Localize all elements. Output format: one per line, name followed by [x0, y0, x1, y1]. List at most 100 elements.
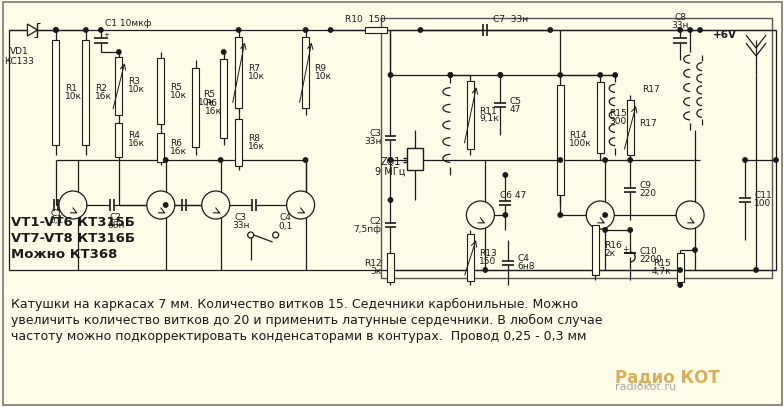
Text: 2к: 2к — [604, 249, 615, 258]
Text: R5: R5 — [203, 90, 215, 99]
Circle shape — [503, 173, 507, 177]
Bar — [115, 123, 122, 157]
Circle shape — [448, 73, 452, 77]
Bar — [365, 27, 387, 33]
Text: R2: R2 — [95, 84, 107, 93]
Text: 0,1: 0,1 — [49, 217, 64, 225]
Text: C11: C11 — [754, 192, 771, 201]
Circle shape — [558, 213, 562, 217]
Circle shape — [628, 228, 633, 232]
Text: 10к: 10к — [314, 72, 332, 81]
Text: 10к: 10к — [170, 90, 187, 99]
Text: VD1: VD1 — [9, 48, 28, 57]
Circle shape — [164, 158, 168, 162]
Circle shape — [466, 201, 495, 229]
Circle shape — [754, 268, 758, 272]
Circle shape — [603, 158, 608, 162]
Circle shape — [248, 232, 254, 238]
Circle shape — [586, 201, 614, 229]
Text: 9,1к: 9,1к — [479, 114, 499, 123]
Text: radiokot.ru: radiokot.ru — [615, 382, 677, 392]
Bar — [235, 37, 242, 108]
Text: R3: R3 — [128, 77, 140, 87]
Text: 7,5пф: 7,5пф — [354, 225, 382, 234]
Circle shape — [448, 73, 452, 77]
Text: 68н: 68н — [107, 221, 125, 230]
Circle shape — [693, 248, 697, 252]
Circle shape — [503, 213, 507, 217]
Text: 33н: 33н — [232, 221, 249, 230]
Circle shape — [99, 28, 103, 32]
Text: C1 10мкф: C1 10мкф — [105, 18, 151, 28]
Text: R4: R4 — [128, 131, 140, 140]
Text: 10к: 10к — [248, 72, 265, 81]
Bar — [467, 81, 474, 149]
Text: 10к: 10к — [198, 98, 215, 107]
Bar — [387, 253, 394, 282]
Text: 47: 47 — [510, 105, 521, 114]
Text: C1: C1 — [50, 208, 63, 217]
Text: 150: 150 — [479, 257, 496, 266]
Text: 33н: 33н — [364, 137, 382, 146]
Text: 6н8: 6н8 — [517, 262, 535, 271]
Text: C9: C9 — [639, 182, 652, 190]
Bar — [235, 119, 242, 166]
Bar — [467, 234, 474, 280]
Text: R6: R6 — [170, 139, 182, 148]
Bar — [626, 100, 633, 155]
Circle shape — [388, 198, 393, 202]
Text: 0,1: 0,1 — [278, 221, 292, 230]
Text: R14: R14 — [569, 131, 587, 140]
Text: 16к: 16к — [248, 142, 265, 151]
Bar — [677, 253, 684, 282]
Circle shape — [678, 268, 682, 272]
Text: С4: С4 — [517, 254, 529, 263]
Circle shape — [678, 28, 682, 32]
Text: 2200: 2200 — [639, 254, 662, 263]
Bar — [592, 225, 599, 275]
Circle shape — [558, 158, 562, 162]
Bar — [158, 133, 165, 162]
Text: ZQ1: ZQ1 — [380, 157, 401, 167]
Text: C8: C8 — [674, 13, 686, 22]
Bar — [408, 148, 423, 170]
Circle shape — [328, 28, 332, 32]
Circle shape — [688, 28, 692, 32]
Bar — [597, 82, 604, 153]
Circle shape — [598, 73, 602, 77]
Text: Катушки на каркасах 7 мм. Количество витков 15. Седечники карбонильные. Можно: Катушки на каркасах 7 мм. Количество вит… — [11, 298, 578, 311]
Circle shape — [603, 228, 608, 232]
Circle shape — [613, 73, 618, 77]
Text: R10  150: R10 150 — [345, 15, 386, 24]
Text: 16к: 16к — [128, 140, 145, 149]
Circle shape — [287, 191, 314, 219]
Text: Радио КОТ: Радио КОТ — [615, 368, 720, 386]
Circle shape — [59, 191, 87, 219]
Bar — [220, 59, 227, 138]
Text: 100к: 100к — [569, 140, 592, 149]
Text: 4,7к: 4,7к — [652, 267, 671, 276]
Circle shape — [743, 158, 747, 162]
Circle shape — [54, 28, 58, 32]
Circle shape — [774, 158, 779, 162]
Bar — [115, 57, 122, 114]
Text: C2: C2 — [110, 212, 122, 221]
Bar — [192, 68, 199, 147]
Text: R15: R15 — [609, 109, 627, 118]
Text: VT7-VT8 КТ316Б: VT7-VT8 КТ316Б — [11, 232, 135, 245]
Text: C3: C3 — [234, 212, 247, 221]
Text: VT1-VT6 КТ315Б: VT1-VT6 КТ315Б — [11, 215, 135, 228]
Text: 10к: 10к — [65, 92, 82, 101]
Text: C4: C4 — [280, 212, 292, 221]
Circle shape — [418, 28, 423, 32]
Circle shape — [498, 73, 503, 77]
Text: 16к: 16к — [205, 107, 222, 116]
Circle shape — [219, 158, 223, 162]
Circle shape — [678, 283, 682, 287]
Text: R17: R17 — [642, 85, 660, 94]
Text: R5: R5 — [170, 83, 182, 92]
Circle shape — [388, 158, 393, 162]
Text: 33н: 33н — [671, 22, 689, 31]
Text: частоту можно подкорректировать конденсаторами в контурах.  Провод 0,25 - 0,3 мм: частоту можно подкорректировать конденса… — [11, 330, 586, 343]
Text: R15: R15 — [653, 259, 671, 268]
